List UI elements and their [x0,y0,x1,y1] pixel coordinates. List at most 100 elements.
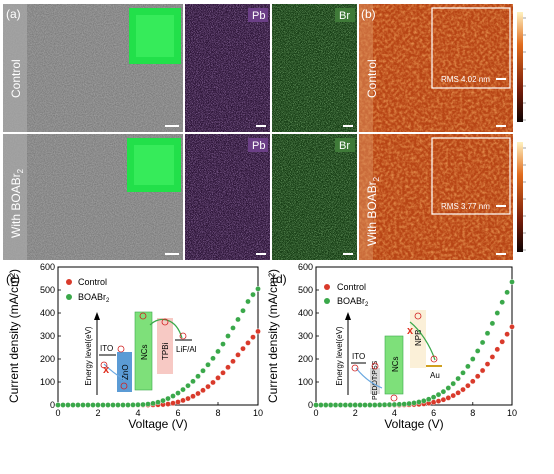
data-point-control-d [430,399,437,406]
data-point-boabr-d [327,402,334,408]
y-tick-label-d: 0 [308,400,313,410]
data-point-boabr-c [245,298,251,305]
data-point-control-c [220,369,226,376]
legend-label-boabr-d: BOABr2 [337,296,369,308]
data-point-boabr-d [430,394,437,400]
data-point-control-d [469,378,476,385]
legend-marker-boabr-d [324,298,330,304]
data-point-boabr-c [90,402,96,408]
data-point-boabr-c [140,401,146,408]
data-point-boabr-c [95,402,101,408]
map-label-br-control: Br [339,10,350,22]
sem-image-boabr [3,134,183,260]
energy-axis-label-d: Energy level(eV) [335,326,344,385]
data-point-control-d [504,331,510,337]
data-point-boabr-d [504,289,510,296]
data-point-boabr-c [120,402,126,408]
y-tick-label-c: 500 [40,285,55,295]
data-point-boabr-c [145,401,151,407]
legend-marker-boabr [66,294,72,300]
data-point-boabr-c [55,402,61,408]
data-point-boabr-c [170,393,176,399]
data-point-control-c [205,383,211,390]
data-point-boabr-d [460,369,466,376]
row-label-boabr: With BOABr2 [9,168,25,238]
data-point-boabr-d [406,400,412,407]
x-tick-label-d: 4 [392,408,397,418]
svg-text:x: x [407,325,414,337]
data-point-control-c [195,390,201,397]
data-point-boabr-c [70,402,76,408]
data-point-boabr-d [357,402,363,408]
data-point-boabr-c [160,397,166,404]
data-points-c [55,286,261,408]
data-point-boabr-d [371,402,378,408]
layer-zno-label-c: ZnO [121,364,130,380]
data-point-boabr-c [150,400,156,407]
data-point-boabr-d [440,388,447,395]
data-point-control-c [180,397,186,404]
x-tick-label-c: 4 [135,408,140,418]
y-tick-label-c: 200 [40,354,55,364]
layer-ncs-label-c: NCs [140,344,149,360]
rms-label-boabr: RMS 3.77 nm [441,202,490,211]
data-point-boabr-d [509,279,515,285]
data-point-boabr-c [165,395,171,402]
data-point-boabr-c [135,401,141,408]
layer-lifal-c: LiF/Al [176,345,197,354]
energy-axis-label-c: Energy level(eV) [84,326,93,385]
data-point-boabr-c [175,390,181,396]
legend-label-control: Control [78,277,107,287]
panel-a-b-images: (a) (b) Control With BOABr2 Control With… [3,4,526,260]
data-point-boabr-d [474,348,481,354]
data-point-boabr-c [250,291,256,298]
data-point-control-c [245,340,251,346]
data-point-boabr-c [100,402,106,408]
data-point-control-d [440,396,447,403]
data-point-control-c [190,393,196,400]
data-point-control-c [170,400,176,406]
rms-label-control: RMS 4.02 nm [441,75,490,84]
y-tick-label-c: 100 [40,377,55,387]
data-point-boabr-d [381,401,388,408]
data-point-boabr-d [342,402,349,408]
y-tick-label-d: 300 [298,331,313,341]
y-axis-label-c: Current density (mA/cm²) [7,269,21,403]
data-point-boabr-c [80,402,86,408]
data-point-control-c [250,334,256,340]
y-tick-label-c: 0 [50,400,55,410]
y-tick-label-d: 500 [298,285,313,295]
data-point-control-c [230,358,236,365]
x-tick-label-d: 2 [353,408,358,418]
data-point-control-c [175,399,181,405]
energy-diagram-c: Energy level(eV) ITO ZnO NCs TPBi LiF/Al… [84,311,197,395]
data-point-control-c [235,352,241,358]
data-point-boabr-c [190,378,196,385]
data-points-d [313,279,515,408]
data-point-boabr-c [220,341,226,347]
data-point-boabr-c [155,399,161,406]
data-point-boabr-d [347,402,354,408]
x-tick-label-c: 8 [215,408,220,418]
y-axis-label-d: Current density (mA/cm²) [266,269,280,403]
layer-pedot-d [370,368,380,394]
map-label-pb-control: Pb [252,10,265,22]
data-point-boabr-c [225,333,231,339]
data-point-control-d [489,354,496,360]
data-point-boabr-d [465,363,471,370]
y-tick-label-d: 600 [298,262,313,272]
x-tick-label-c: 10 [253,408,263,418]
data-point-boabr-c [115,402,121,408]
x-tick-label-d: 0 [313,408,318,418]
map-label-pb-boabr: Pb [252,140,265,152]
layer-zno-c [117,352,132,392]
data-point-boabr-c [105,402,111,408]
data-point-control-c [210,379,216,386]
data-point-control-d [494,346,501,353]
data-point-boabr-c [180,386,186,393]
data-point-control-d [455,390,461,396]
data-point-control-d [484,361,491,367]
layer-pedot-label-d: PEDOT:PSS [372,360,379,400]
